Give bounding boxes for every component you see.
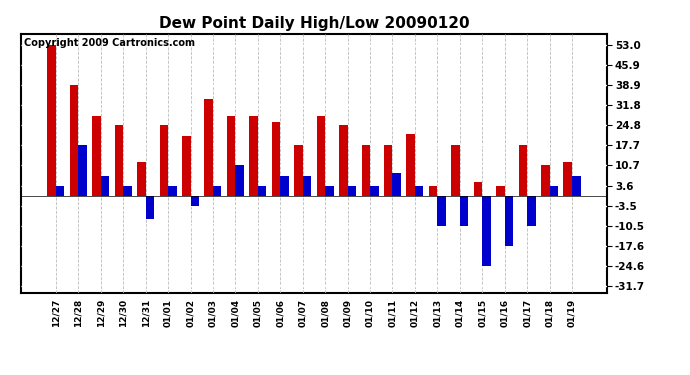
Bar [527,196,535,226]
Bar [370,186,379,196]
Bar [519,146,527,196]
Bar [56,186,64,196]
Bar [272,122,280,196]
Bar [48,45,56,196]
Title: Dew Point Daily High/Low 20090120: Dew Point Daily High/Low 20090120 [159,16,469,31]
Bar [124,186,132,196]
Bar [362,146,370,196]
Bar [415,186,424,196]
Bar [204,99,213,196]
Bar [79,146,87,196]
Bar [92,116,101,196]
Bar [227,116,235,196]
Bar [348,186,356,196]
Bar [325,186,334,196]
Bar [384,146,393,196]
Bar [541,165,549,196]
Bar [474,182,482,196]
Bar [190,196,199,206]
Bar [280,176,289,196]
Bar [303,176,311,196]
Bar [564,162,572,196]
Bar [460,196,469,226]
Bar [182,136,190,196]
Bar [572,176,580,196]
Text: Copyright 2009 Cartronics.com: Copyright 2009 Cartronics.com [23,38,195,48]
Bar [294,146,303,196]
Bar [496,186,504,196]
Bar [146,196,154,219]
Bar [168,186,177,196]
Bar [339,125,348,196]
Bar [482,196,491,266]
Bar [235,165,244,196]
Bar [258,186,266,196]
Bar [451,146,460,196]
Bar [317,116,325,196]
Bar [504,196,513,246]
Bar [549,186,558,196]
Bar [437,196,446,226]
Bar [115,125,124,196]
Bar [101,176,109,196]
Bar [406,134,415,196]
Bar [70,85,79,196]
Bar [159,125,168,196]
Bar [137,162,146,196]
Bar [393,173,401,196]
Bar [249,116,258,196]
Bar [429,186,437,196]
Bar [213,186,221,196]
